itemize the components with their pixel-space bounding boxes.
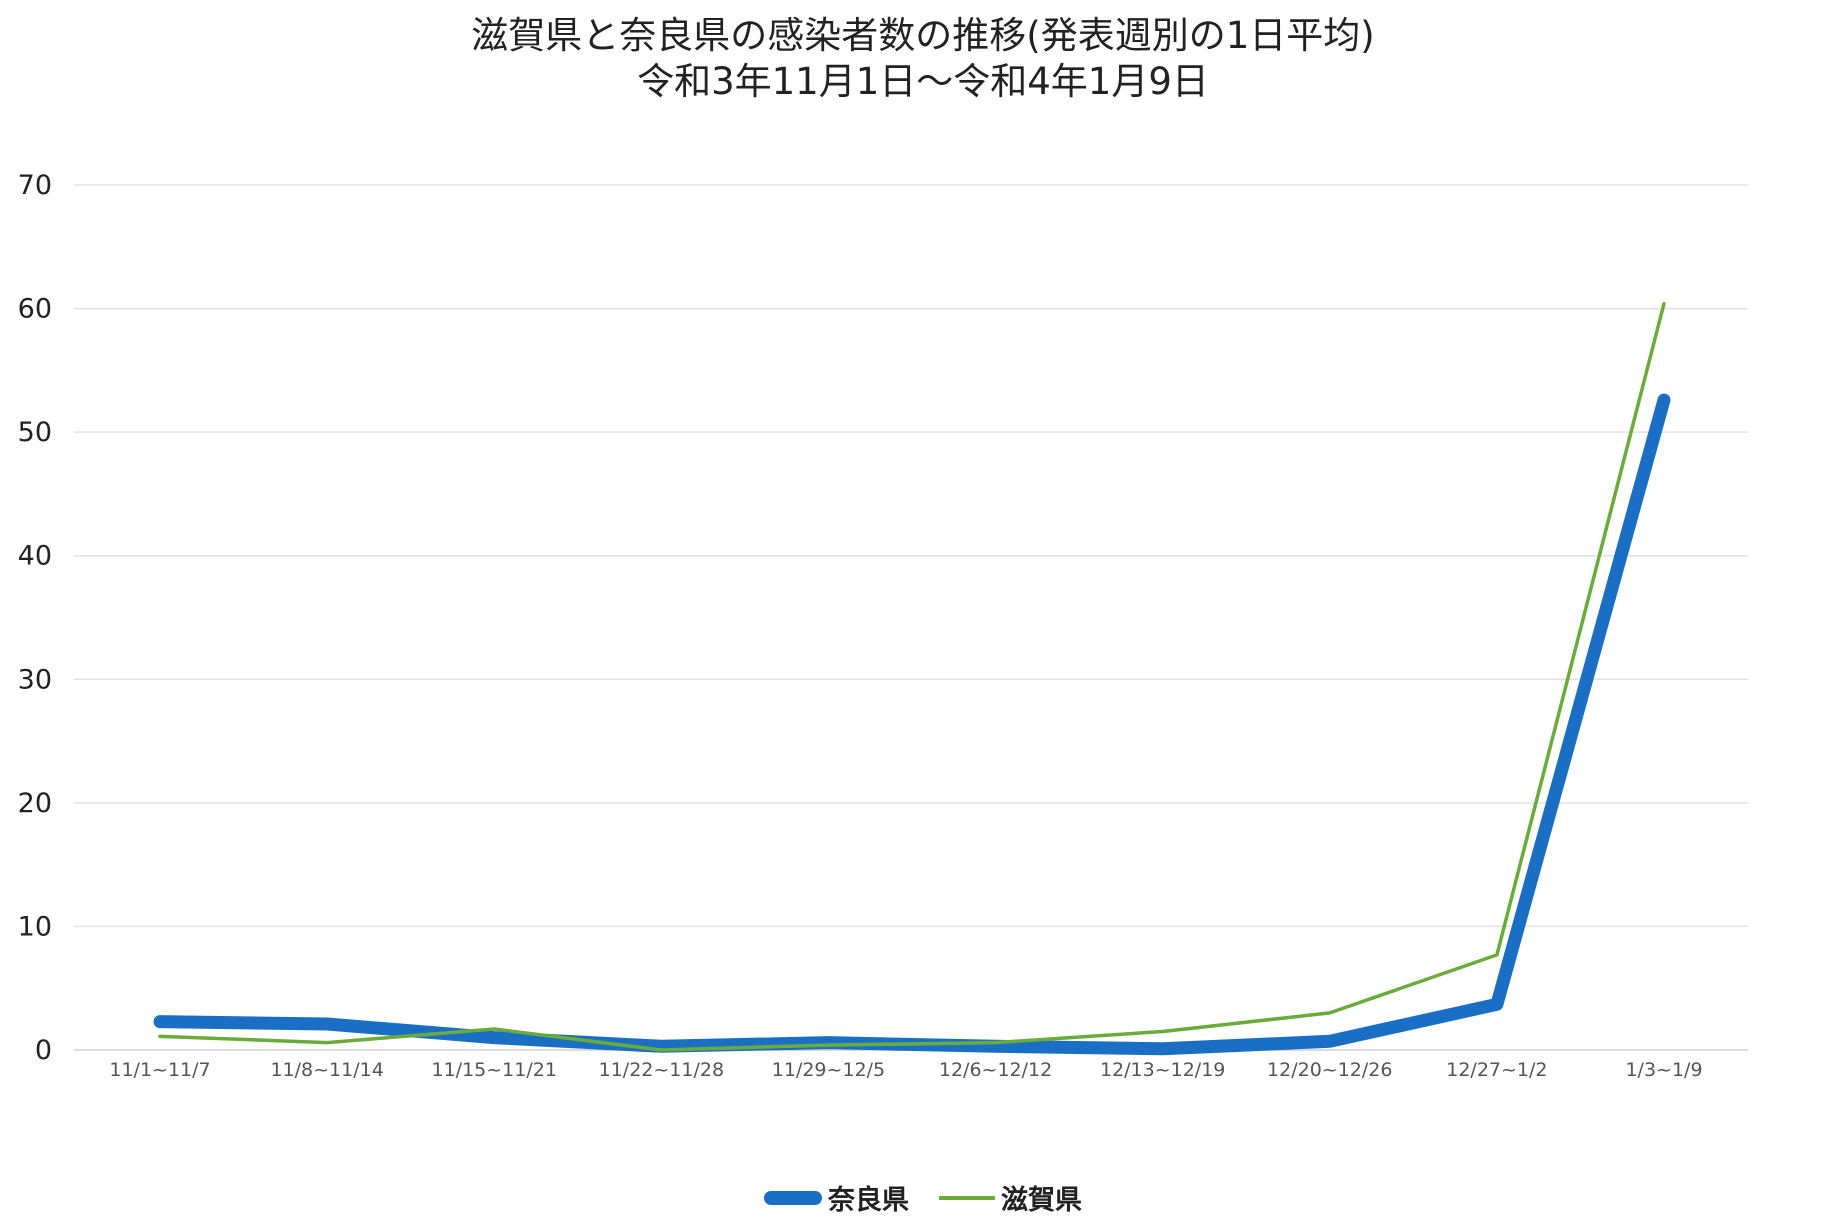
x-tick-label: 12/27~1/2 bbox=[1446, 1059, 1547, 1081]
legend-swatch-nara bbox=[764, 1190, 822, 1205]
y-tick-label: 20 bbox=[18, 788, 52, 819]
legend: 奈良県 滋賀県 bbox=[0, 1178, 1846, 1217]
x-tick-label: 1/3~1/9 bbox=[1625, 1059, 1702, 1081]
y-tick-label: 10 bbox=[18, 911, 52, 942]
legend-label-nara: 奈良県 bbox=[828, 1185, 909, 1216]
y-tick-label: 60 bbox=[18, 294, 52, 325]
legend-item-nara: 奈良県 bbox=[764, 1178, 909, 1217]
x-tick-label: 11/1~11/7 bbox=[109, 1059, 210, 1081]
legend-item-shiga: 滋賀県 bbox=[939, 1178, 1082, 1217]
y-tick-label: 70 bbox=[18, 170, 52, 201]
x-tick-label: 11/15~11/21 bbox=[432, 1059, 557, 1081]
gridlines bbox=[74, 184, 1748, 1051]
chart-title: 滋賀県と奈良県の感染者数の推移(発表週別の1日平均) bbox=[471, 14, 1375, 57]
legend-label-shiga: 滋賀県 bbox=[1001, 1185, 1082, 1216]
legend-swatch-shiga bbox=[939, 1195, 995, 1200]
y-axis-ticks: 0 10 20 30 40 50 60 70 bbox=[18, 170, 52, 1066]
x-axis-ticks: 11/1~11/7 11/8~11/14 11/15~11/21 11/22~11/2… bbox=[109, 1059, 1702, 1081]
x-tick-label: 11/29~12/5 bbox=[772, 1059, 885, 1081]
x-tick-label: 11/8~11/14 bbox=[270, 1059, 383, 1081]
series-line-shiga bbox=[158, 301, 1666, 1052]
y-tick-label: 40 bbox=[18, 541, 52, 572]
x-tick-label: 12/13~12/19 bbox=[1100, 1059, 1225, 1081]
y-tick-label: 50 bbox=[18, 417, 52, 448]
x-tick-label: 12/6~12/12 bbox=[939, 1059, 1052, 1081]
series-lines bbox=[153, 301, 1671, 1056]
series-line-nara bbox=[153, 393, 1671, 1056]
y-tick-label: 0 bbox=[35, 1035, 52, 1066]
x-tick-label: 12/20~12/26 bbox=[1267, 1059, 1392, 1081]
y-tick-label: 30 bbox=[18, 664, 52, 695]
x-tick-label: 11/22~11/28 bbox=[599, 1059, 724, 1081]
chart-subtitle: 令和3年11月1日～令和4年1月9日 bbox=[637, 60, 1209, 103]
